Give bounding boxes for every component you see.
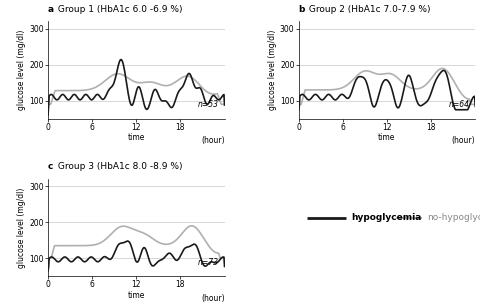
X-axis label: time: time	[128, 133, 145, 142]
Text: n=64: n=64	[449, 100, 470, 109]
Text: Group 3 (HbA1c 8.0 -8.9 %): Group 3 (HbA1c 8.0 -8.9 %)	[55, 162, 182, 171]
Text: n=73: n=73	[198, 258, 219, 266]
Y-axis label: glucose level (mg/dl): glucose level (mg/dl)	[17, 188, 26, 268]
Y-axis label: glucose level (mg/dl): glucose level (mg/dl)	[268, 30, 277, 110]
Text: (hour): (hour)	[201, 294, 225, 303]
Text: a: a	[48, 5, 54, 14]
X-axis label: time: time	[378, 133, 396, 142]
Text: Group 1 (HbA1c 6.0 -6.9 %): Group 1 (HbA1c 6.0 -6.9 %)	[55, 5, 182, 14]
Text: (hour): (hour)	[201, 136, 225, 145]
X-axis label: time: time	[128, 291, 145, 300]
Text: (hour): (hour)	[452, 136, 475, 145]
Text: Group 2 (HbA1c 7.0-7.9 %): Group 2 (HbA1c 7.0-7.9 %)	[306, 5, 430, 14]
Text: no-hypoglycemia: no-hypoglycemia	[428, 213, 480, 223]
Text: c: c	[48, 162, 53, 171]
Text: b: b	[299, 5, 305, 14]
Y-axis label: glucose level (mg/dl): glucose level (mg/dl)	[17, 30, 26, 110]
Text: n=53: n=53	[198, 100, 219, 109]
Text: hypoglycemia: hypoglycemia	[352, 213, 422, 223]
